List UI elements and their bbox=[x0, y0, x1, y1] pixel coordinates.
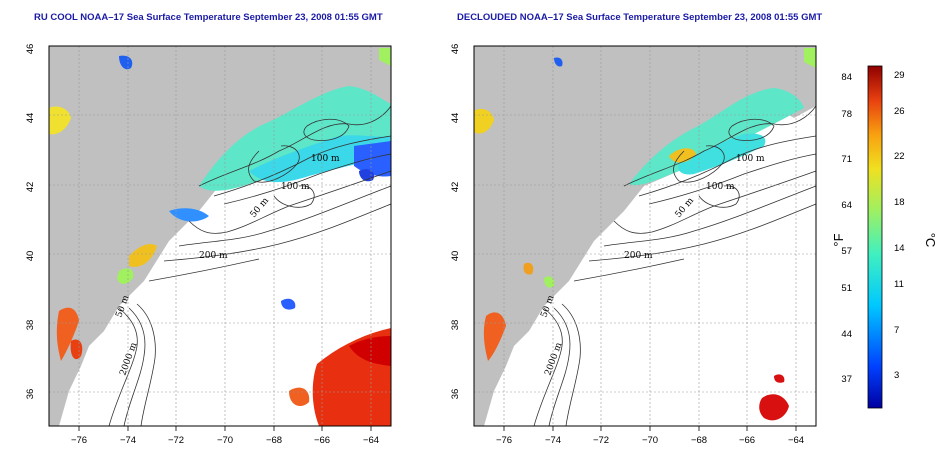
colorbar-c-label: 11 bbox=[894, 279, 904, 290]
colorbar-c-label: 22 bbox=[894, 151, 905, 162]
colorbar-fahrenheit-labels: 84 78 71 64 57 51 44 37 bbox=[841, 72, 852, 385]
right-contour-label-200m: 200 m bbox=[624, 251, 653, 261]
colorbar-f-label: 64 bbox=[841, 200, 852, 211]
colorbar-f-label: 78 bbox=[841, 109, 852, 120]
left-lon-label: −76 bbox=[71, 435, 87, 446]
colorbar-c-label: 7 bbox=[894, 325, 899, 336]
right-map-panel: 100 m 100 m 50 m 200 m 50 m 2000 m bbox=[473, 45, 817, 432]
right-lat-label: 42 bbox=[450, 182, 461, 193]
colorbar-celsius-labels: 29 26 22 18 14 11 7 3 bbox=[894, 70, 905, 381]
left-lon-label: −66 bbox=[314, 435, 330, 446]
right-lat-label: 44 bbox=[450, 113, 461, 124]
colorbar-c-label: 14 bbox=[894, 243, 905, 254]
right-lat-label: 38 bbox=[450, 320, 461, 331]
left-panel-title: RU COOL NOAA–17 Sea Surface Temperature … bbox=[34, 12, 383, 23]
colorbar-c-label: 18 bbox=[894, 197, 905, 208]
left-contour-label-100m-a: 100 m bbox=[311, 154, 340, 164]
colorbar-f-label: 37 bbox=[841, 374, 852, 385]
right-contour-label-100m-b: 100 m bbox=[706, 182, 735, 192]
colorbar-f-label: 51 bbox=[841, 283, 852, 294]
left-lat-label: 40 bbox=[25, 251, 36, 262]
right-lat-label: 36 bbox=[450, 389, 461, 400]
right-lat-label: 40 bbox=[450, 251, 461, 262]
left-map-frame bbox=[48, 45, 392, 427]
left-lon-label: −72 bbox=[168, 435, 184, 446]
right-contour-label-100m-a: 100 m bbox=[736, 154, 765, 164]
left-lon-label: −64 bbox=[363, 435, 379, 446]
right-lat-labels: 46 44 42 40 38 36 bbox=[450, 44, 461, 400]
left-lat-label: 36 bbox=[25, 389, 36, 400]
right-panel-title: DECLOUDED NOAA–17 Sea Surface Temperatur… bbox=[457, 12, 823, 23]
left-lat-labels: 46 44 42 40 38 36 bbox=[25, 44, 36, 400]
right-map-frame bbox=[473, 45, 817, 427]
right-lon-label: −64 bbox=[788, 435, 804, 446]
right-lon-label: −74 bbox=[545, 435, 561, 446]
colorbar: 84 78 71 64 57 51 44 37 29 26 22 18 14 1… bbox=[831, 65, 938, 409]
colorbar-f-label: 44 bbox=[841, 329, 852, 340]
colorbar-unit-f: °F bbox=[831, 233, 846, 246]
left-lon-label: −70 bbox=[217, 435, 233, 446]
left-lat-label: 44 bbox=[25, 113, 36, 124]
colorbar-c-label: 29 bbox=[894, 70, 905, 81]
right-lon-label: −68 bbox=[691, 435, 707, 446]
left-map-panel: 100 m 100 m 50 m 200 m 50 m 2000 m bbox=[48, 45, 392, 432]
colorbar-f-label: 71 bbox=[841, 154, 852, 165]
colorbar-gradient bbox=[867, 65, 883, 409]
right-lon-label: −76 bbox=[496, 435, 512, 446]
colorbar-c-label: 3 bbox=[894, 370, 899, 381]
left-lon-label: −74 bbox=[120, 435, 136, 446]
left-contour-label-100m-b: 100 m bbox=[281, 182, 310, 192]
right-lon-label: −70 bbox=[642, 435, 658, 446]
colorbar-f-label: 84 bbox=[841, 72, 852, 83]
left-lat-label: 46 bbox=[25, 44, 36, 55]
colorbar-f-label: 57 bbox=[841, 246, 852, 257]
left-lon-label: −68 bbox=[266, 435, 282, 446]
colorbar-c-label: 26 bbox=[894, 106, 905, 117]
left-lat-label: 42 bbox=[25, 182, 36, 193]
colorbar-unit-c: °C bbox=[923, 233, 938, 248]
right-lon-label: −66 bbox=[739, 435, 755, 446]
left-lat-label: 38 bbox=[25, 320, 36, 331]
left-contour-label-200m: 200 m bbox=[199, 251, 228, 261]
left-lon-labels: −76 −74 −72 −70 −68 −66 −64 bbox=[71, 435, 379, 446]
right-lon-label: −72 bbox=[593, 435, 609, 446]
right-lon-labels: −76 −74 −72 −70 −68 −66 −64 bbox=[496, 435, 804, 446]
right-lat-label: 46 bbox=[450, 44, 461, 55]
